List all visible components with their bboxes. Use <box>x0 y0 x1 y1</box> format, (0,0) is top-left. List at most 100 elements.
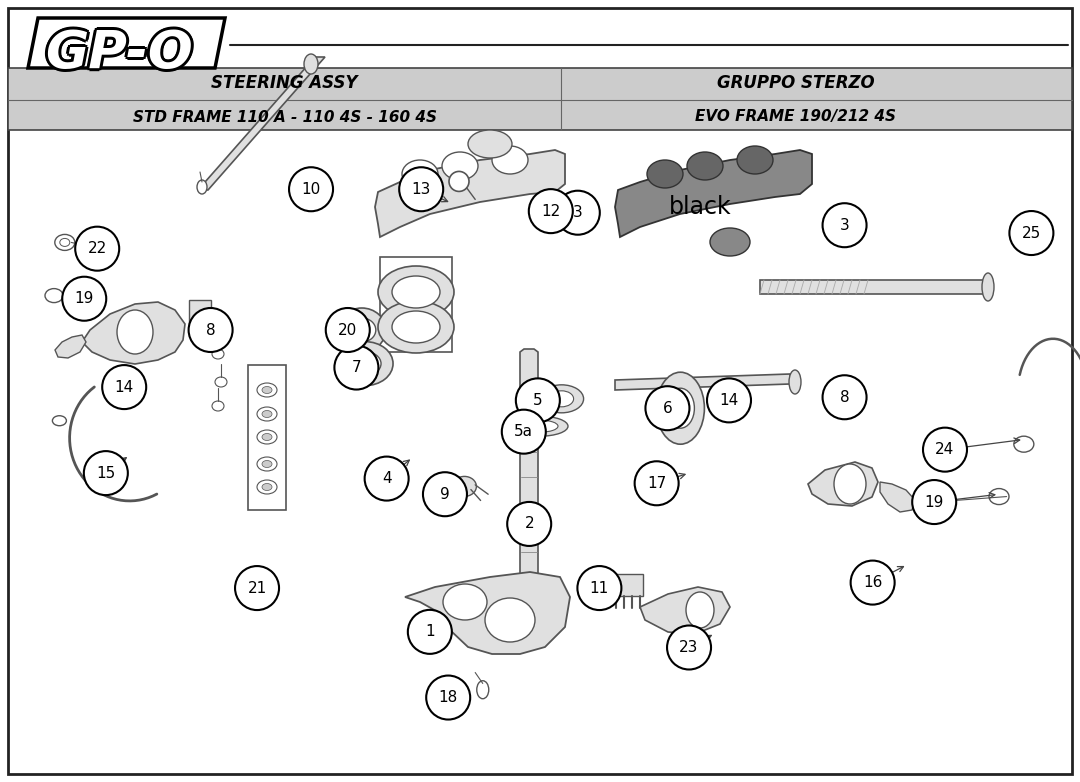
Ellipse shape <box>262 411 272 418</box>
Bar <box>605 574 643 596</box>
Circle shape <box>63 277 106 321</box>
Text: 19: 19 <box>924 494 944 510</box>
Text: STD FRAME 110 A - 110 4S - 160 4S: STD FRAME 110 A - 110 4S - 160 4S <box>133 109 436 124</box>
Circle shape <box>556 191 599 235</box>
Text: EVO FRAME 190/212 4S: EVO FRAME 190/212 4S <box>694 109 896 124</box>
Circle shape <box>423 472 467 516</box>
Text: 20: 20 <box>338 322 357 338</box>
Text: GP-O: GP-O <box>45 28 192 80</box>
Ellipse shape <box>262 433 272 440</box>
Ellipse shape <box>686 592 714 628</box>
Circle shape <box>326 308 369 352</box>
Circle shape <box>189 308 232 352</box>
Ellipse shape <box>982 273 994 301</box>
Ellipse shape <box>666 388 694 429</box>
Circle shape <box>508 502 551 546</box>
Ellipse shape <box>1014 436 1034 452</box>
Text: 15: 15 <box>96 465 116 481</box>
Ellipse shape <box>337 342 393 386</box>
Circle shape <box>427 676 470 719</box>
Ellipse shape <box>540 385 583 413</box>
Text: GP-O: GP-O <box>42 28 190 80</box>
Text: 13: 13 <box>411 181 431 197</box>
Ellipse shape <box>550 391 573 407</box>
Ellipse shape <box>443 584 487 620</box>
Ellipse shape <box>212 349 224 359</box>
Text: 4: 4 <box>382 471 391 486</box>
Ellipse shape <box>549 192 564 207</box>
Ellipse shape <box>453 476 476 497</box>
Text: GP-O: GP-O <box>43 26 191 78</box>
Circle shape <box>823 375 866 419</box>
Text: 3: 3 <box>572 205 583 221</box>
Text: 12: 12 <box>541 203 561 219</box>
Text: GP-O: GP-O <box>45 25 192 77</box>
Text: GP-O: GP-O <box>48 28 195 80</box>
Circle shape <box>667 626 711 669</box>
Ellipse shape <box>262 386 272 393</box>
Ellipse shape <box>687 152 723 180</box>
Circle shape <box>335 346 378 389</box>
Text: GP-O: GP-O <box>43 30 191 82</box>
Circle shape <box>365 457 408 500</box>
Ellipse shape <box>338 308 386 352</box>
Text: 8: 8 <box>206 322 215 338</box>
Ellipse shape <box>212 401 224 411</box>
Ellipse shape <box>989 489 1009 504</box>
Circle shape <box>502 410 545 454</box>
Bar <box>8 68 1072 130</box>
Text: 9: 9 <box>440 486 450 502</box>
Ellipse shape <box>117 310 153 354</box>
Circle shape <box>76 227 119 271</box>
Circle shape <box>635 461 678 505</box>
Ellipse shape <box>53 416 66 425</box>
Polygon shape <box>55 335 86 358</box>
Bar <box>189 300 211 328</box>
Text: 14: 14 <box>719 393 739 408</box>
Ellipse shape <box>1028 224 1052 245</box>
Text: 19: 19 <box>75 291 94 307</box>
Polygon shape <box>640 587 730 634</box>
Ellipse shape <box>789 370 801 394</box>
Text: 22: 22 <box>87 241 107 256</box>
Ellipse shape <box>262 483 272 490</box>
Polygon shape <box>82 302 185 364</box>
Ellipse shape <box>834 464 866 504</box>
Bar <box>380 257 453 352</box>
Text: 2: 2 <box>525 516 534 532</box>
Ellipse shape <box>485 598 535 642</box>
Text: 16: 16 <box>863 575 882 590</box>
Ellipse shape <box>449 171 469 192</box>
Circle shape <box>103 365 146 409</box>
Polygon shape <box>519 349 538 597</box>
Text: 5: 5 <box>534 393 542 408</box>
Ellipse shape <box>257 480 276 494</box>
Text: 5a: 5a <box>514 424 534 439</box>
Ellipse shape <box>402 160 438 188</box>
Polygon shape <box>615 374 789 390</box>
Circle shape <box>84 451 127 495</box>
Ellipse shape <box>197 180 207 194</box>
Circle shape <box>823 203 866 247</box>
Ellipse shape <box>392 311 440 343</box>
Text: GP-O: GP-O <box>48 30 194 82</box>
Circle shape <box>408 610 451 654</box>
Text: 7: 7 <box>352 360 361 375</box>
Text: 24: 24 <box>935 442 955 457</box>
Ellipse shape <box>303 54 318 74</box>
Ellipse shape <box>257 407 276 421</box>
Text: GP-O: GP-O <box>45 31 192 83</box>
Ellipse shape <box>476 680 489 699</box>
Ellipse shape <box>262 461 272 468</box>
Circle shape <box>516 378 559 422</box>
Ellipse shape <box>657 372 704 444</box>
Ellipse shape <box>59 239 70 246</box>
Text: 17: 17 <box>647 475 666 491</box>
Ellipse shape <box>737 146 773 174</box>
Text: 8: 8 <box>840 389 849 405</box>
Circle shape <box>1010 211 1053 255</box>
Text: black: black <box>669 196 731 219</box>
Ellipse shape <box>257 430 276 444</box>
Polygon shape <box>615 150 812 237</box>
Polygon shape <box>198 57 325 190</box>
